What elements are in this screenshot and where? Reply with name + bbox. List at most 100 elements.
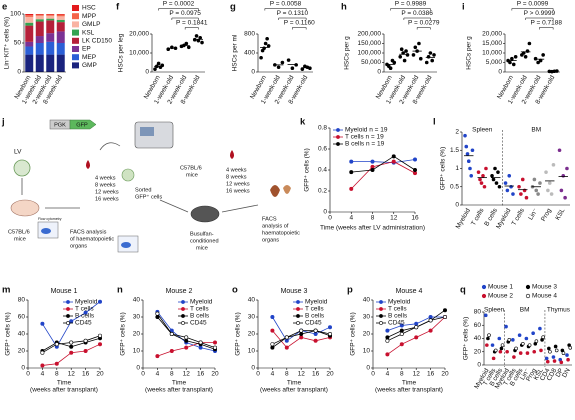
data-point	[155, 311, 160, 316]
x-tick-label: 20	[96, 371, 104, 378]
analysis-label: analysis of	[262, 223, 289, 229]
data-point	[294, 63, 298, 67]
data-point	[497, 184, 502, 189]
bar-segment	[56, 31, 65, 43]
x-tick-label: 0	[141, 371, 145, 378]
panel-letter: m	[2, 285, 10, 296]
group-label: Spleen	[484, 307, 505, 314]
y-tick-label: 10	[363, 348, 371, 355]
y-tick-label: 20,000	[129, 31, 149, 38]
y-tick-label: 100	[10, 11, 21, 18]
data-point	[98, 342, 103, 347]
data-point	[538, 326, 542, 331]
p-value: P = 0.1160	[284, 20, 315, 27]
x-tick-label: 4	[156, 371, 160, 378]
bracket	[158, 8, 199, 11]
data-point	[213, 340, 218, 345]
y-axis-label: GFP⁺ cells (%)	[350, 312, 357, 356]
data-point	[533, 56, 538, 61]
data-point	[539, 348, 543, 353]
data-point	[494, 181, 499, 185]
data-point	[313, 338, 318, 343]
group-label: Spleen	[472, 127, 493, 134]
data-point	[155, 354, 160, 359]
legend-marker	[481, 284, 487, 290]
legend-swatch	[72, 5, 79, 11]
data-point	[491, 356, 496, 361]
data-point	[561, 351, 566, 355]
bar-segment	[46, 14, 55, 15]
group-label: BM	[520, 307, 530, 314]
y-tick-label: 50,000	[361, 59, 381, 66]
legend-marker	[181, 307, 185, 311]
x-tick-label: T cells	[511, 207, 527, 227]
legend-marker	[66, 300, 70, 304]
y-tick-label: 30	[248, 314, 256, 321]
legend-swatch	[72, 29, 79, 36]
bar-segment	[25, 46, 34, 55]
y-tick-label: 0	[251, 365, 255, 372]
data-point	[484, 166, 488, 171]
data-point	[554, 348, 559, 353]
y-axis-label: HSCs per ml	[232, 34, 239, 71]
data-point	[69, 319, 74, 324]
recipients-label: C57BL/6	[8, 229, 30, 235]
data-point	[200, 40, 204, 45]
legend-label: T cells n = 19	[345, 134, 384, 141]
data-point	[432, 53, 436, 57]
y-tick-label: 1	[455, 165, 459, 172]
data-point	[466, 159, 471, 163]
p-value: P = 0.1310	[277, 10, 309, 17]
data-point	[504, 324, 508, 329]
legend-label: Myeloid n = 19	[345, 127, 388, 134]
bracket	[390, 8, 431, 11]
legend-marker	[525, 284, 531, 290]
x-tick-label: 8	[400, 371, 404, 378]
legend-label: CD45	[75, 320, 92, 327]
x-tick-label: 4	[271, 371, 275, 378]
virus-icon	[13, 159, 31, 177]
bar-segment	[35, 43, 44, 55]
y-axis-label: GFP⁺ cells (%)	[440, 147, 447, 191]
arrow	[159, 199, 189, 213]
y-tick-label: 60	[474, 322, 482, 329]
data-point	[505, 349, 509, 354]
data-point	[259, 55, 263, 60]
p-value: P = 0.0058	[270, 1, 302, 8]
data-point	[534, 188, 539, 193]
data-point	[442, 314, 447, 319]
data-point	[503, 181, 508, 185]
data-point	[513, 54, 518, 59]
legend-marker	[481, 293, 487, 299]
y-tick-label: 60	[18, 314, 26, 321]
panel-letter: q	[460, 285, 466, 296]
x-axis-label: (weeks after transplant)	[375, 387, 443, 394]
legend-marker	[296, 300, 300, 304]
legend-label: CD45	[190, 320, 207, 327]
data-point	[69, 340, 74, 345]
promoter-label: PGK	[54, 122, 66, 128]
data-point	[156, 61, 161, 66]
data-point	[532, 177, 537, 182]
chart-title: Mouse 4	[396, 288, 423, 295]
legend-marker	[66, 321, 70, 325]
time-label: 8 weeks	[226, 174, 247, 180]
bar-segment	[46, 33, 55, 42]
data-point	[481, 174, 485, 178]
data-point	[478, 177, 482, 182]
panel-letter: k	[300, 117, 306, 128]
y-tick-label: 0.8	[318, 125, 327, 132]
x-tick-label: 8	[55, 371, 59, 378]
data-point	[412, 157, 417, 162]
data-point	[398, 54, 403, 59]
bar-segment	[46, 18, 55, 21]
legend-label: B cells	[190, 313, 210, 320]
y-tick-label: 0.2	[318, 188, 327, 195]
series-line	[351, 155, 416, 173]
bracket	[278, 17, 307, 20]
analysis-label: organs	[262, 237, 279, 243]
data-point	[531, 331, 535, 336]
data-point	[349, 159, 354, 164]
bar-segment	[25, 41, 34, 47]
data-point	[153, 67, 157, 71]
